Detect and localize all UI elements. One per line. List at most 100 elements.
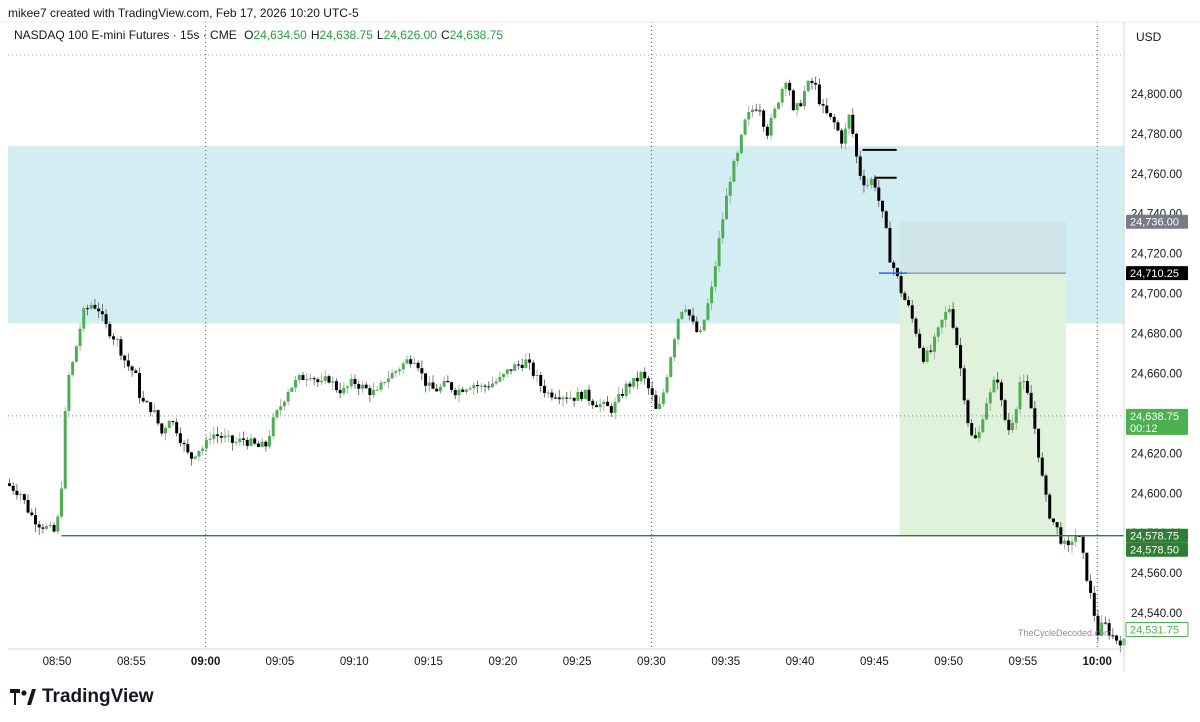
x-tick-label: 09:00 bbox=[191, 656, 220, 668]
candle-down bbox=[836, 122, 840, 131]
candle-down bbox=[892, 262, 896, 268]
candle-down bbox=[825, 105, 829, 114]
tradingview-logo[interactable]: TradingView bbox=[10, 686, 154, 708]
candle-down bbox=[52, 525, 56, 532]
candle-down bbox=[858, 156, 862, 176]
candle-up bbox=[524, 359, 528, 368]
candle-down bbox=[907, 300, 911, 306]
candle-down bbox=[138, 372, 142, 398]
x-tick-label: 09:50 bbox=[934, 656, 963, 668]
candle-up bbox=[546, 392, 550, 394]
candle-up bbox=[457, 389, 461, 396]
y-tick-label: 24,560.00 bbox=[1131, 568, 1182, 580]
candle-up bbox=[992, 379, 996, 393]
candle-down bbox=[895, 267, 899, 277]
candle-up bbox=[803, 91, 807, 107]
candle-down bbox=[483, 385, 487, 387]
candle-down bbox=[888, 227, 892, 263]
watermark-text: TheCycleDecoded.com bbox=[1018, 628, 1112, 638]
y-tick-label: 24,660.00 bbox=[1131, 368, 1182, 380]
candle-up bbox=[613, 402, 617, 413]
candle-down bbox=[368, 388, 372, 396]
candle-up bbox=[349, 378, 353, 387]
candle-up bbox=[777, 102, 781, 109]
candle-up bbox=[795, 103, 799, 111]
symbol-name[interactable]: NASDAQ 100 E-mini Futures · 15s · CME bbox=[14, 28, 237, 42]
candle-up bbox=[661, 392, 665, 404]
candle-down bbox=[256, 443, 260, 448]
candle-up bbox=[617, 393, 621, 403]
candle-up bbox=[331, 381, 335, 383]
candle-down bbox=[528, 359, 532, 363]
candle-up bbox=[164, 428, 168, 434]
x-tick-label: 09:15 bbox=[414, 656, 443, 668]
candle-down bbox=[973, 435, 977, 439]
candle-down bbox=[881, 200, 885, 212]
candle-up bbox=[390, 372, 394, 379]
candle-down bbox=[22, 494, 26, 501]
candle-down bbox=[156, 410, 160, 424]
candle-up bbox=[212, 434, 216, 439]
ohlc-key-c: C bbox=[440, 28, 450, 42]
candle-down bbox=[216, 434, 220, 437]
candle-down bbox=[301, 375, 305, 380]
candle-up bbox=[936, 327, 940, 337]
ohlc-key-o: O bbox=[244, 28, 254, 42]
price-label-darkgreen bbox=[1126, 528, 1188, 543]
candle-down bbox=[450, 382, 454, 390]
candle-up bbox=[561, 397, 565, 400]
candle-down bbox=[970, 423, 974, 436]
candle-down bbox=[424, 373, 428, 386]
candle-up bbox=[1063, 540, 1067, 544]
candle-down bbox=[126, 360, 130, 367]
candle-up bbox=[624, 383, 628, 396]
candle-up bbox=[743, 119, 747, 135]
candle-down bbox=[431, 382, 435, 389]
candle-up bbox=[375, 389, 379, 391]
candle-up bbox=[866, 185, 870, 187]
candle-down bbox=[97, 308, 101, 312]
candle-up bbox=[342, 387, 346, 394]
symbol-legend[interactable]: NASDAQ 100 E-mini Futures · 15s · CME O2… bbox=[14, 28, 503, 42]
candle-up bbox=[728, 181, 732, 196]
candle-down bbox=[862, 175, 866, 186]
y-tick-label: 24,540.00 bbox=[1131, 608, 1182, 620]
candle-down bbox=[999, 382, 1003, 401]
candle-down bbox=[175, 422, 179, 434]
price-label-text: 24,638.75 bbox=[1130, 411, 1179, 423]
position-stop-area[interactable] bbox=[899, 221, 1067, 274]
x-tick-label: 09:40 bbox=[786, 656, 815, 668]
candle-up bbox=[869, 178, 873, 186]
chart-credit: mikee7 created with TradingView.com, Feb… bbox=[8, 6, 359, 20]
candle-down bbox=[357, 384, 361, 389]
currency-label[interactable]: USD bbox=[1136, 30, 1162, 44]
candle-down bbox=[1055, 522, 1059, 528]
x-tick-label: 09:20 bbox=[488, 656, 517, 668]
candle-down bbox=[1066, 540, 1070, 546]
candle-down bbox=[26, 500, 30, 513]
y-tick-label: 24,800.00 bbox=[1131, 89, 1182, 101]
candle-down bbox=[539, 374, 543, 386]
candle-down bbox=[1025, 381, 1029, 393]
candle-down bbox=[316, 379, 320, 383]
candle-down bbox=[829, 113, 833, 117]
candle-down bbox=[903, 293, 907, 301]
candle-up bbox=[490, 383, 494, 388]
price-label-green bbox=[1126, 408, 1188, 435]
position-target-area[interactable] bbox=[899, 273, 1067, 537]
candle-down bbox=[334, 381, 338, 391]
candle-down bbox=[1007, 419, 1011, 431]
candle-down bbox=[7, 483, 11, 486]
candle-up bbox=[260, 441, 264, 448]
candle-up bbox=[227, 435, 231, 437]
candle-down bbox=[487, 386, 491, 388]
candle-down bbox=[606, 401, 610, 407]
candle-down bbox=[695, 321, 699, 332]
candle-down bbox=[1077, 535, 1081, 537]
ohlc-values: O24,634.50 H24,638.75 L24,626.00 C24,638.75 bbox=[240, 28, 503, 42]
x-tick-label: 09:10 bbox=[340, 656, 369, 668]
candle-down bbox=[130, 366, 134, 371]
candle-up bbox=[294, 379, 298, 388]
candle-up bbox=[464, 389, 468, 392]
